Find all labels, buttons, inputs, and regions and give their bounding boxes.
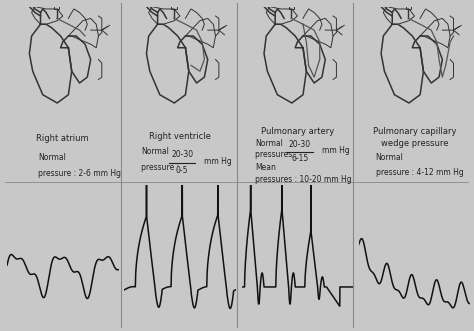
Text: mm Hg: mm Hg — [322, 146, 350, 155]
Bar — [289, 0, 294, 9]
Text: Pulmonary capillary: Pulmonary capillary — [373, 127, 456, 136]
Text: Normal: Normal — [38, 153, 66, 162]
Bar — [406, 0, 411, 9]
Text: Pulmonary artery: Pulmonary artery — [261, 127, 334, 136]
Text: pressures :: pressures : — [255, 150, 297, 159]
Text: Normal: Normal — [375, 153, 403, 162]
Text: pressure : 4-12 mm Hg: pressure : 4-12 mm Hg — [375, 167, 463, 177]
Text: wedge pressure: wedge pressure — [381, 139, 448, 148]
Text: mm Hg: mm Hg — [204, 157, 232, 166]
Bar — [54, 0, 59, 9]
Text: pressure :: pressure : — [141, 163, 179, 172]
Text: Normal: Normal — [255, 139, 283, 148]
Text: 20-30: 20-30 — [289, 140, 311, 149]
Text: 0-5: 0-5 — [176, 166, 188, 175]
Text: Normal: Normal — [141, 147, 169, 156]
Text: 6-15: 6-15 — [291, 154, 308, 163]
Text: Right ventricle: Right ventricle — [149, 132, 211, 141]
Text: pressures : 10-20 mm Hg: pressures : 10-20 mm Hg — [255, 174, 352, 184]
Text: 20-30: 20-30 — [171, 150, 193, 159]
Bar — [171, 0, 176, 9]
Text: Right atrium: Right atrium — [36, 134, 89, 143]
Text: Mean: Mean — [255, 163, 276, 172]
Text: pressure : 2-6 mm Hg: pressure : 2-6 mm Hg — [38, 169, 121, 178]
